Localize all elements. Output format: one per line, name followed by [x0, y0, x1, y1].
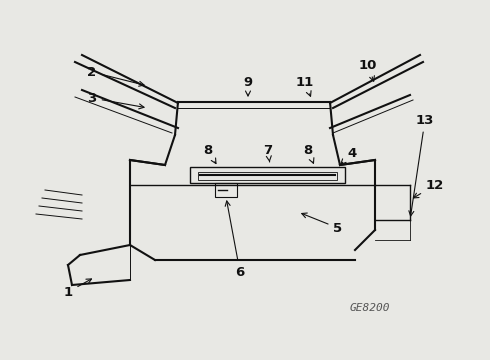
Text: 3: 3	[87, 91, 144, 109]
Text: 8: 8	[303, 144, 314, 163]
Text: 10: 10	[359, 59, 377, 81]
Text: 1: 1	[63, 279, 92, 298]
Text: 7: 7	[264, 144, 272, 162]
Text: 9: 9	[244, 76, 252, 96]
Text: 8: 8	[203, 144, 216, 163]
Text: 2: 2	[87, 66, 144, 86]
Bar	[215, 183, 237, 197]
Text: 11: 11	[296, 76, 314, 96]
Text: 13: 13	[409, 113, 434, 216]
Text: 4: 4	[341, 147, 357, 164]
Text: 12: 12	[414, 179, 444, 198]
Text: 5: 5	[302, 213, 343, 234]
Text: GE8200: GE8200	[350, 303, 390, 313]
Bar	[190, 167, 345, 183]
Bar	[198, 172, 337, 180]
Text: 6: 6	[225, 201, 245, 279]
